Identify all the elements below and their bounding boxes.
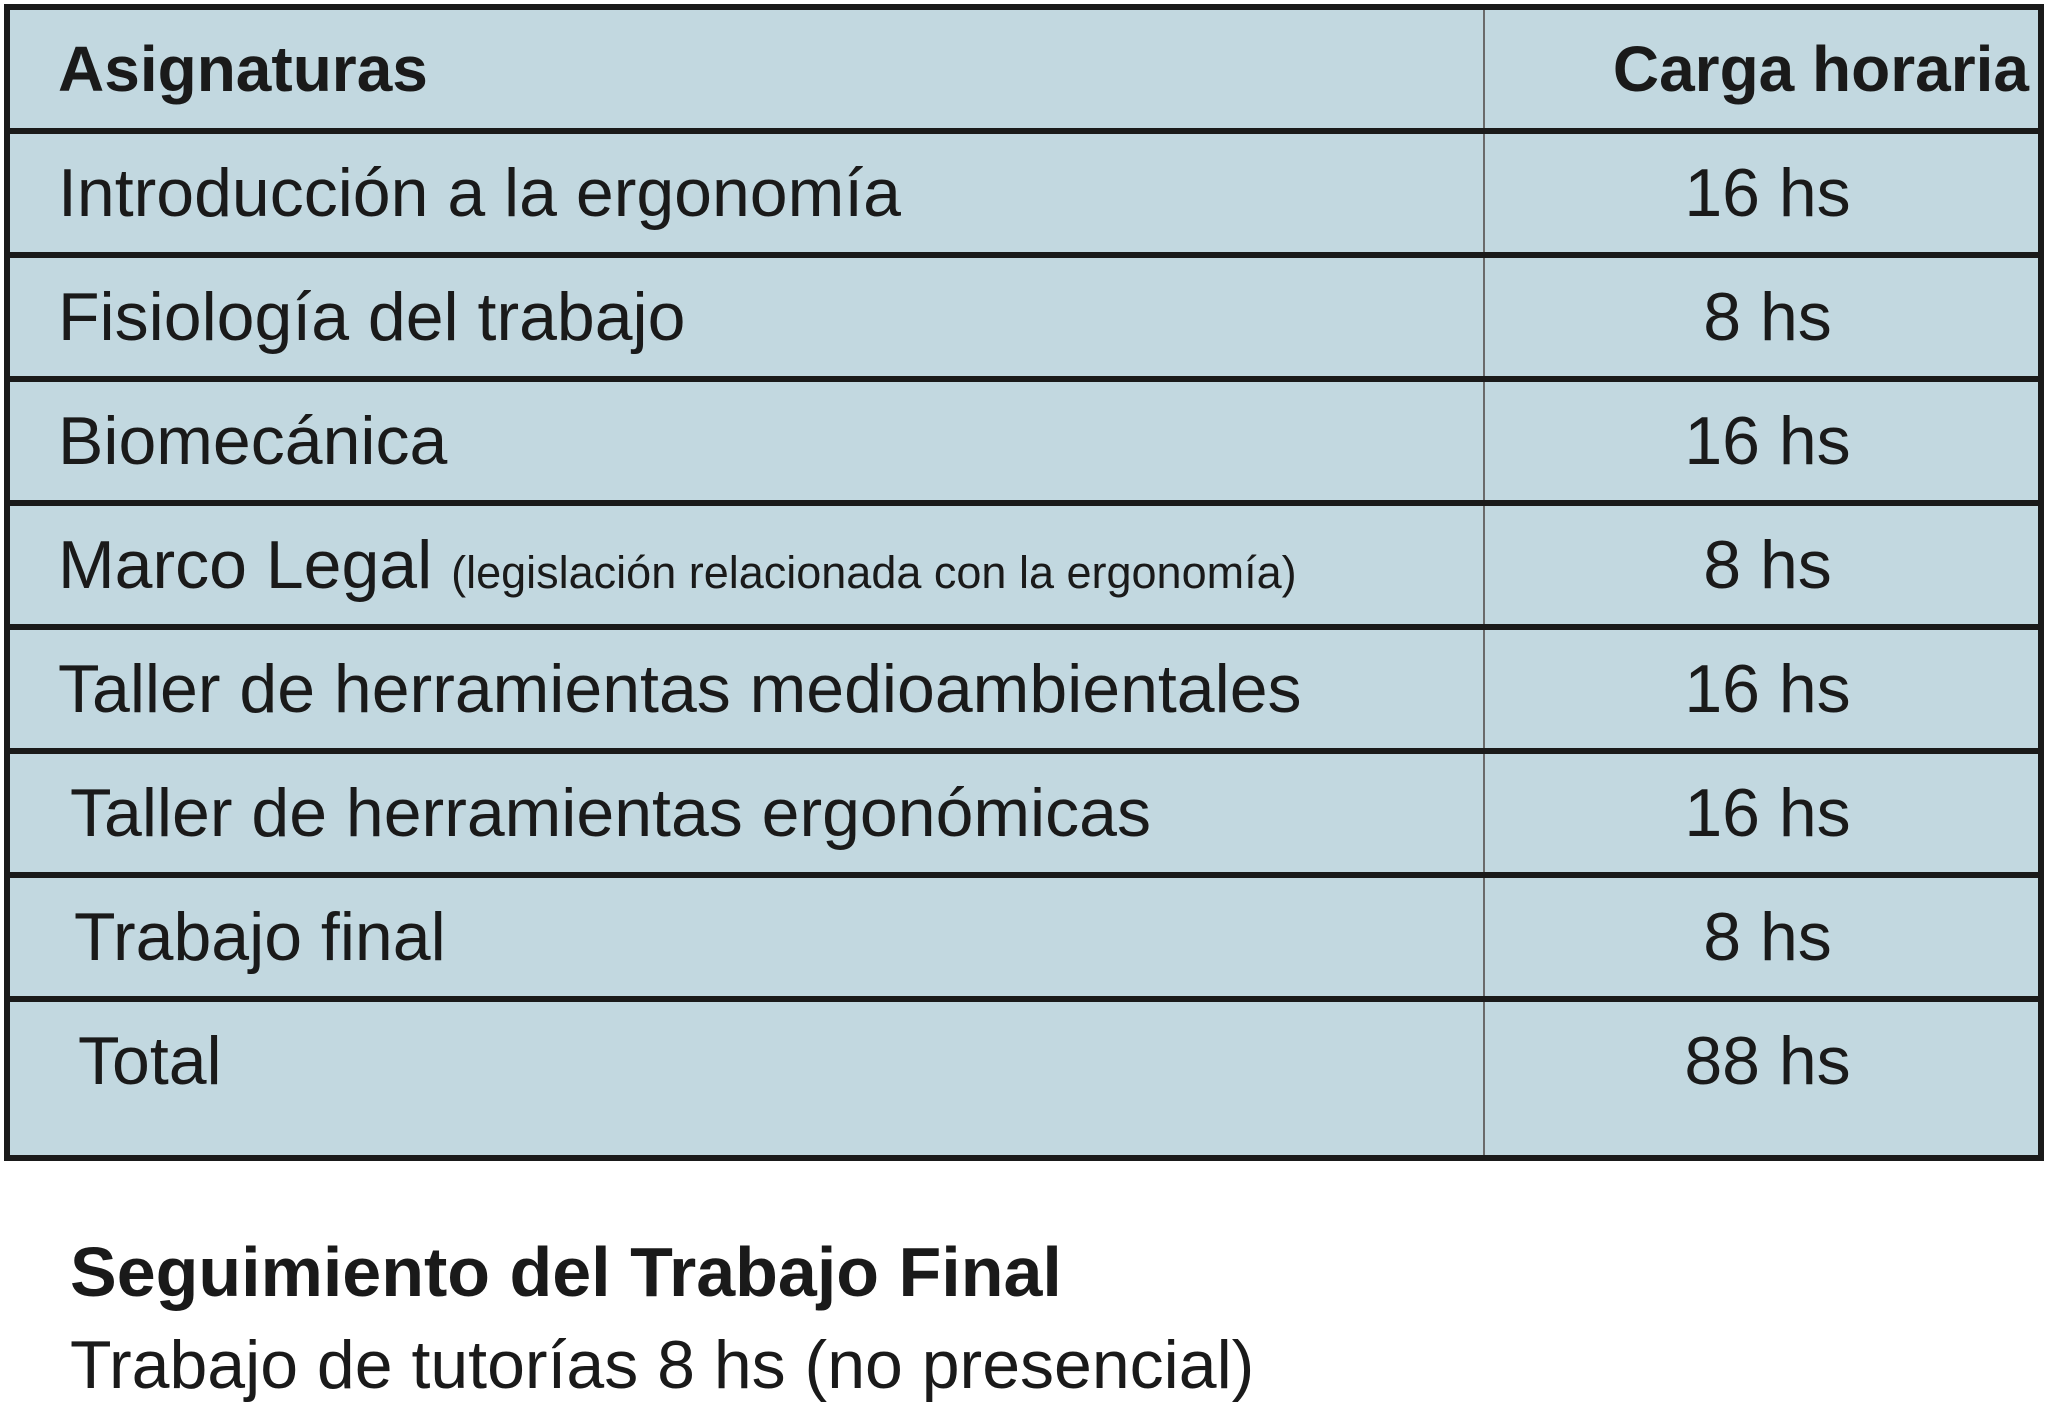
subject-name: Marco Legal: [58, 527, 433, 603]
table-header-row: Asignaturas Carga horaria: [10, 10, 2038, 134]
subject-cell: Biomecánica: [58, 403, 448, 479]
column-divider: [1483, 10, 1485, 1155]
hours-cell: 16 hs: [1684, 651, 1851, 727]
footer-text: Trabajo de tutorías 8 hs (no presencial): [70, 1327, 1255, 1403]
table-row: Taller de herramientas ergonómicas 16 hs: [10, 754, 2038, 878]
table-row: Fisiología del trabajo 8 hs: [10, 258, 2038, 382]
total-label: Total: [78, 1023, 222, 1099]
subject-cell: Taller de herramientas medioambientales: [58, 651, 1302, 727]
subject-cell: Fisiología del trabajo: [58, 279, 686, 355]
total-hours: 88 hs: [1684, 1023, 1851, 1099]
table-row: Taller de herramientas medioambientales …: [10, 630, 2038, 754]
hours-cell: 8 hs: [1703, 279, 1832, 355]
table-total-row: Total 88 hs: [10, 1002, 2038, 1126]
subject-note: (legislación relacionada con la ergonomí…: [451, 547, 1297, 598]
footer-title: Seguimiento del Trabajo Final: [70, 1233, 1062, 1311]
table-row: Marco Legal (legislación relacionada con…: [10, 506, 2038, 630]
hours-cell: 8 hs: [1703, 527, 1832, 603]
hours-cell: 16 hs: [1684, 155, 1851, 231]
table-row: Introducción a la ergonomía 16 hs: [10, 134, 2038, 258]
subject-cell: Taller de herramientas ergonómicas: [70, 775, 1151, 851]
hours-cell: 16 hs: [1684, 403, 1851, 479]
curriculum-table: Asignaturas Carga horaria Introducción a…: [4, 4, 2044, 1161]
hours-cell: 16 hs: [1684, 775, 1851, 851]
header-hours: Carga horaria: [1612, 33, 2029, 105]
header-subjects: Asignaturas: [58, 33, 428, 105]
table-row: Biomecánica 16 hs: [10, 382, 2038, 506]
table-row: Trabajo final 8 hs: [10, 878, 2038, 1002]
subject-cell: Trabajo final: [74, 899, 446, 975]
subject-cell: Marco Legal (legislación relacionada con…: [58, 506, 1297, 624]
hours-cell: 8 hs: [1703, 899, 1832, 975]
subject-cell: Introducción a la ergonomía: [58, 155, 901, 231]
